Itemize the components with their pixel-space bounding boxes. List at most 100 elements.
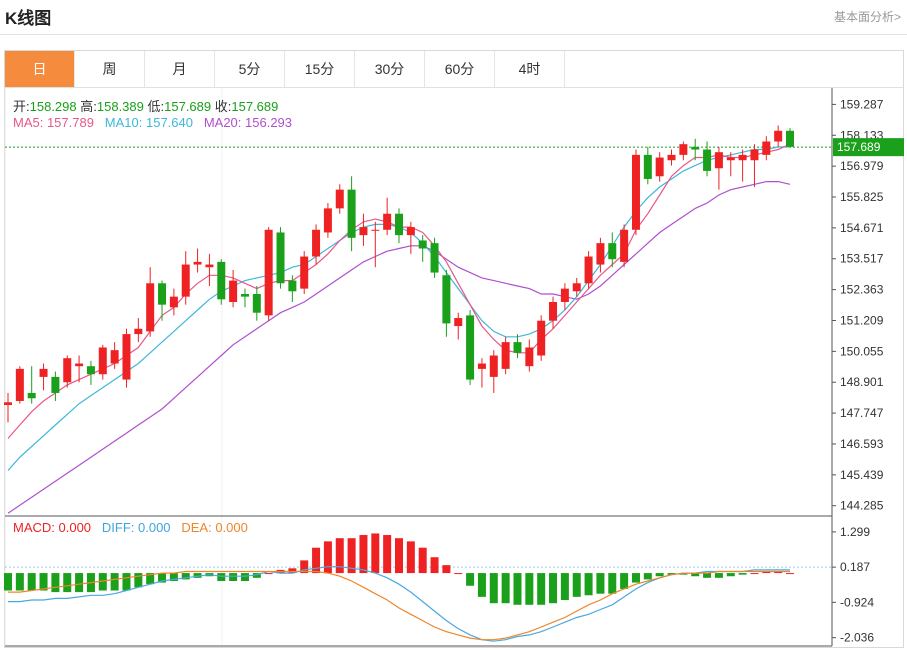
tab-0[interactable]: 日 bbox=[5, 51, 75, 87]
macd-bar bbox=[347, 538, 356, 574]
candle-body bbox=[240, 293, 249, 297]
macd-bar bbox=[146, 573, 155, 585]
ma20-line bbox=[7, 181, 791, 514]
candle-body bbox=[489, 355, 498, 377]
ma10-label: MA10: 157.640 bbox=[104, 115, 193, 130]
candle-body bbox=[786, 130, 794, 147]
macd-bar bbox=[217, 573, 226, 581]
macd-bar bbox=[643, 573, 652, 580]
candle-body bbox=[181, 264, 190, 297]
candle-body bbox=[525, 347, 534, 367]
macd-bar bbox=[75, 573, 84, 593]
macd-bar bbox=[726, 573, 735, 577]
macd-bar bbox=[454, 573, 463, 575]
fundamental-analysis-link[interactable]: 基本面分析> bbox=[833, 10, 901, 24]
close-label: 收: bbox=[214, 99, 232, 114]
macd-bar bbox=[714, 573, 723, 578]
candle-body bbox=[442, 275, 451, 324]
macd-bar bbox=[288, 568, 297, 574]
macd-bar bbox=[300, 560, 309, 574]
tab-4[interactable]: 15分 bbox=[285, 51, 355, 87]
candle-body bbox=[620, 229, 629, 262]
macd-bar bbox=[98, 573, 107, 591]
macd-bar bbox=[240, 573, 249, 581]
candle-body bbox=[596, 243, 605, 265]
macd-bar bbox=[193, 573, 202, 578]
tab-7[interactable]: 4时 bbox=[495, 51, 565, 87]
candle-body bbox=[51, 376, 60, 393]
macd-bar bbox=[110, 573, 119, 591]
candle-body bbox=[703, 149, 712, 171]
macd-tick-label: -0.924 bbox=[840, 595, 874, 609]
close-value: 157.689 bbox=[231, 99, 279, 114]
candle-body bbox=[39, 368, 48, 377]
candle-body bbox=[27, 392, 36, 399]
macd-bar bbox=[560, 573, 569, 601]
macd-bar bbox=[762, 571, 771, 574]
macd-bar bbox=[537, 573, 546, 605]
macd-bar bbox=[51, 573, 60, 593]
price-tick-label: 146.593 bbox=[840, 437, 884, 451]
candle-body bbox=[608, 243, 617, 260]
candle-body bbox=[300, 256, 309, 289]
dea-label: DEA: 0.000 bbox=[181, 520, 248, 535]
price-tick-label: 151.209 bbox=[840, 313, 884, 327]
candle-body bbox=[774, 130, 783, 142]
candle-body bbox=[4, 402, 12, 405]
macd-bar bbox=[525, 573, 534, 605]
candle-body bbox=[406, 227, 415, 236]
macd-bar bbox=[15, 573, 24, 591]
macd-bar bbox=[4, 573, 12, 591]
candle-body bbox=[264, 229, 273, 316]
macd-label: MACD: 0.000 bbox=[13, 520, 92, 535]
candle-body bbox=[15, 368, 24, 401]
candle-body bbox=[750, 149, 759, 161]
candle-body bbox=[122, 334, 131, 380]
price-tick-label: 154.671 bbox=[840, 221, 884, 235]
candle-body bbox=[762, 141, 771, 155]
candle-body bbox=[430, 243, 439, 273]
tab-1[interactable]: 周 bbox=[75, 51, 145, 87]
macd-bar bbox=[774, 571, 783, 574]
macd-bar bbox=[738, 573, 747, 575]
macd-bar bbox=[371, 533, 380, 574]
macd-bar bbox=[513, 573, 522, 605]
macd-bar bbox=[383, 535, 392, 574]
macd-bar bbox=[312, 547, 321, 574]
tab-3[interactable]: 5分 bbox=[215, 51, 285, 87]
macd-bar bbox=[406, 541, 415, 574]
price-tick-label: 145.439 bbox=[840, 468, 884, 482]
candle-body bbox=[98, 347, 107, 375]
candle-body bbox=[169, 296, 178, 308]
macd-tick-label: 1.299 bbox=[840, 525, 870, 539]
tab-2[interactable]: 月 bbox=[145, 51, 215, 87]
kline-panel: 日周月 5分 15分 30分 60分 4时 bbox=[4, 50, 904, 648]
diff-label: DIFF: 0.000 bbox=[101, 520, 171, 535]
macd-bar bbox=[169, 573, 178, 581]
open-label: 开: bbox=[13, 99, 30, 114]
macd-tick-label: -2.036 bbox=[840, 631, 874, 645]
ma5-label: MA5: 157.789 bbox=[13, 115, 94, 130]
ohlc-info: 开:158.298 高:158.389 低:157.689 收:157.689 bbox=[13, 96, 278, 115]
tab-5[interactable]: 30分 bbox=[355, 51, 425, 87]
macd-bar bbox=[549, 573, 558, 604]
ma-info: MA5: 157.789 MA10: 157.640 MA20: 156.293 bbox=[13, 115, 292, 130]
candle-body bbox=[75, 363, 84, 367]
candle-body bbox=[383, 213, 392, 230]
candle-body bbox=[110, 350, 119, 364]
macd-bar bbox=[252, 573, 261, 578]
candle-body bbox=[371, 229, 380, 231]
price-tick-label: 152.363 bbox=[840, 283, 884, 297]
candle-body bbox=[312, 229, 321, 257]
macd-bar bbox=[323, 541, 332, 574]
macd-bar bbox=[572, 573, 581, 597]
tab-6[interactable]: 60分 bbox=[425, 51, 495, 87]
high-value: 158.389 bbox=[96, 99, 144, 114]
macd-bar bbox=[418, 547, 427, 574]
candle-body bbox=[560, 288, 569, 302]
high-label: 高: bbox=[80, 99, 97, 114]
macd-bar bbox=[501, 573, 510, 604]
candle-body bbox=[655, 157, 664, 177]
candle-body bbox=[454, 318, 463, 327]
price-tick-label: 155.825 bbox=[840, 190, 884, 204]
